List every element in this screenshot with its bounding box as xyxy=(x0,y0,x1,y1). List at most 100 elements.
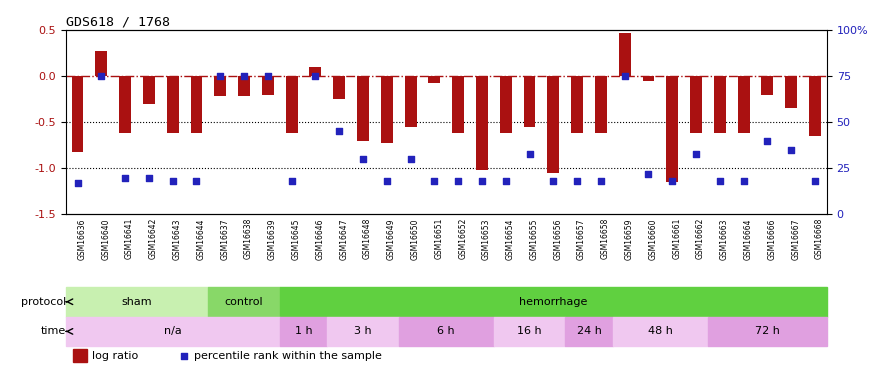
Bar xyxy=(66,316,280,346)
Text: GSM16662: GSM16662 xyxy=(696,218,705,259)
Bar xyxy=(642,76,654,81)
Text: GSM16645: GSM16645 xyxy=(291,218,301,259)
Bar xyxy=(761,76,774,94)
Text: control: control xyxy=(225,297,263,307)
Bar xyxy=(214,76,227,96)
Bar xyxy=(74,349,87,363)
Point xyxy=(356,156,370,162)
Text: hemorrhage: hemorrhage xyxy=(519,297,587,307)
Point xyxy=(570,178,584,184)
Text: n/a: n/a xyxy=(164,326,181,336)
Text: 72 h: 72 h xyxy=(755,326,780,336)
Text: GSM16651: GSM16651 xyxy=(434,218,444,259)
Text: GSM16642: GSM16642 xyxy=(149,218,157,259)
Bar xyxy=(404,76,416,127)
Bar xyxy=(595,76,607,133)
Point xyxy=(522,151,536,157)
Text: GSM16637: GSM16637 xyxy=(220,218,229,259)
Text: GSM16657: GSM16657 xyxy=(578,218,586,259)
Text: GSM16648: GSM16648 xyxy=(363,218,372,259)
Point xyxy=(427,178,441,184)
Bar xyxy=(666,76,678,182)
Text: GSM16644: GSM16644 xyxy=(197,218,206,259)
Bar xyxy=(738,76,750,133)
Point xyxy=(641,171,655,177)
Bar xyxy=(429,76,440,84)
Point xyxy=(499,178,513,184)
Point xyxy=(94,73,108,79)
Text: GSM16656: GSM16656 xyxy=(553,218,563,259)
Text: protocol: protocol xyxy=(21,297,66,307)
Bar xyxy=(452,76,464,133)
Text: GSM16661: GSM16661 xyxy=(672,218,682,259)
Bar xyxy=(238,76,250,96)
Bar xyxy=(523,76,536,127)
Text: 1 h: 1 h xyxy=(295,326,312,336)
Bar xyxy=(690,76,702,133)
Text: GSM16646: GSM16646 xyxy=(315,218,325,259)
Bar xyxy=(500,76,512,133)
Text: GSM16663: GSM16663 xyxy=(720,218,729,259)
Bar xyxy=(285,76,298,133)
Text: GSM16647: GSM16647 xyxy=(340,218,348,259)
Text: GSM16660: GSM16660 xyxy=(648,218,657,259)
Text: log ratio: log ratio xyxy=(92,351,138,361)
Bar xyxy=(119,76,131,133)
Text: 24 h: 24 h xyxy=(577,326,601,336)
Bar xyxy=(262,76,274,94)
Text: GSM16649: GSM16649 xyxy=(387,218,396,259)
Point xyxy=(403,156,417,162)
Bar xyxy=(571,76,583,133)
Text: GSM16668: GSM16668 xyxy=(815,218,824,259)
Point xyxy=(760,138,774,144)
Point xyxy=(177,353,191,359)
Point xyxy=(546,178,560,184)
Point xyxy=(190,178,204,184)
Point xyxy=(618,73,632,79)
Text: 48 h: 48 h xyxy=(648,326,673,336)
Bar xyxy=(143,76,155,104)
Bar xyxy=(493,316,565,346)
Point xyxy=(308,73,322,79)
Text: GSM16652: GSM16652 xyxy=(458,218,467,259)
Text: sham: sham xyxy=(122,297,152,307)
Point xyxy=(713,178,727,184)
Text: GSM16639: GSM16639 xyxy=(268,218,276,259)
Point xyxy=(808,178,822,184)
Point xyxy=(71,180,85,186)
Text: GSM16667: GSM16667 xyxy=(791,218,801,259)
Text: GDS618 / 1768: GDS618 / 1768 xyxy=(66,16,170,29)
Point xyxy=(165,178,179,184)
Text: GSM16659: GSM16659 xyxy=(625,218,634,259)
Bar xyxy=(280,287,827,316)
Bar xyxy=(167,76,178,133)
Text: GSM16654: GSM16654 xyxy=(506,218,514,259)
Text: GSM16653: GSM16653 xyxy=(482,218,491,259)
Text: GSM16658: GSM16658 xyxy=(601,218,610,259)
Text: 6 h: 6 h xyxy=(438,326,455,336)
Bar xyxy=(95,51,108,76)
Point xyxy=(380,178,394,184)
Point xyxy=(237,73,251,79)
Text: GSM16664: GSM16664 xyxy=(744,218,752,259)
Bar xyxy=(357,76,369,141)
Point xyxy=(475,178,489,184)
Bar xyxy=(476,76,488,170)
Text: time: time xyxy=(41,326,66,336)
Text: GSM16666: GSM16666 xyxy=(767,218,776,259)
Text: GSM16643: GSM16643 xyxy=(172,218,182,259)
Point xyxy=(142,175,156,181)
Point xyxy=(118,175,132,181)
Text: 3 h: 3 h xyxy=(354,326,372,336)
Text: GSM16655: GSM16655 xyxy=(529,218,538,259)
Point xyxy=(689,151,703,157)
Bar xyxy=(208,287,280,316)
Bar xyxy=(333,76,345,99)
Bar xyxy=(548,76,559,173)
Bar xyxy=(619,33,631,76)
Text: GSM16638: GSM16638 xyxy=(244,218,253,259)
Point xyxy=(665,178,679,184)
Text: GSM16650: GSM16650 xyxy=(410,218,420,259)
Bar xyxy=(66,287,208,316)
Bar xyxy=(809,76,821,136)
